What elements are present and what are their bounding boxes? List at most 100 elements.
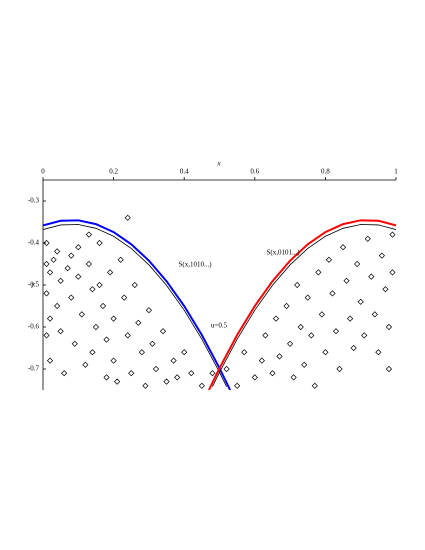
point [350,344,357,352]
y-tick-label: -0.5 [28,281,40,289]
point [272,315,280,322]
curve [212,224,396,387]
point [382,286,389,293]
point [75,273,82,280]
point [103,336,110,343]
point [57,277,64,284]
point [92,323,100,331]
point [85,231,92,238]
curve [208,219,396,390]
point [54,248,61,255]
point [54,302,61,310]
point [385,323,393,331]
point [339,244,347,251]
point [322,349,329,356]
point [89,349,96,356]
point [378,252,385,259]
point [209,370,216,377]
point [287,340,294,347]
y-tick-label: -0.6 [28,323,40,331]
point [152,365,160,373]
point [149,340,156,347]
point [96,281,103,289]
x-tick-label: 0.2 [109,168,118,176]
point [50,256,57,263]
point [43,290,50,297]
point [290,374,297,381]
point [315,269,322,276]
point [336,365,343,373]
point [170,357,177,364]
point [43,332,50,339]
point [142,382,149,389]
point [85,260,92,268]
point [71,340,78,347]
point [297,323,304,331]
x-tick-label: 0.6 [250,168,259,176]
point [75,244,82,251]
point [124,332,131,339]
point [124,214,131,221]
point [110,315,117,322]
point [68,252,75,259]
x-axis-label: x [216,160,221,168]
point [174,374,181,381]
curve [43,219,231,390]
point [43,260,50,268]
point [138,349,145,356]
point [308,332,315,339]
curve [43,224,227,387]
point [371,311,378,318]
point [68,294,75,301]
point [343,277,350,284]
annotation: S(x,0101...) [266,249,300,257]
point [304,294,311,301]
point [128,370,135,377]
point [276,353,283,360]
point [64,265,71,272]
point [131,281,138,289]
point [262,332,269,339]
x-tick-label: 1 [394,168,398,176]
point [145,307,152,314]
point [198,382,205,389]
point [89,286,96,293]
point [110,357,117,364]
point [368,273,375,280]
point [163,378,170,385]
point [223,365,230,373]
point [269,370,276,377]
point [78,311,85,318]
y-tick-label: -0.7 [28,365,40,373]
point [258,357,265,364]
point [389,269,396,276]
point [311,382,318,389]
point [46,315,54,322]
point [99,302,107,310]
point [318,311,325,318]
point [114,378,121,385]
point [283,302,290,310]
point [325,256,333,263]
point [61,370,68,377]
annotation: u=0.5 [211,322,228,330]
point [117,256,124,263]
x-tick-label: 0.4 [180,168,189,176]
y-tick-label: -0.4 [28,239,40,247]
point [188,370,195,377]
point [364,235,371,242]
point [106,269,114,276]
point [234,382,241,389]
plot-area [43,214,396,390]
point [389,231,396,238]
point [181,349,188,356]
point [329,290,336,297]
point [385,365,393,373]
point [46,357,54,364]
point [57,328,64,335]
point [46,269,54,276]
point [121,294,128,301]
y-axis-label: y [30,281,35,289]
point [357,298,364,305]
